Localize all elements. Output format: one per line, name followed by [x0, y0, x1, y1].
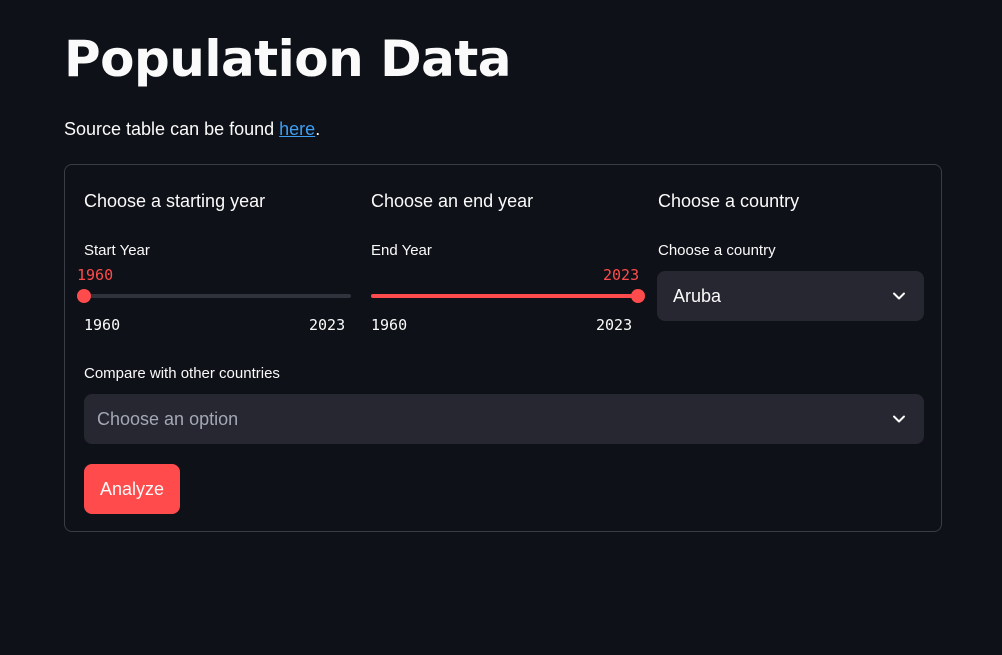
end-year-slider-track[interactable]	[371, 294, 638, 298]
compare-multiselect[interactable]: Choose an option	[84, 394, 924, 444]
source-link[interactable]: here	[279, 119, 316, 139]
start-year-slider-track[interactable]	[84, 294, 351, 298]
country-label: Choose a country	[658, 242, 776, 259]
start-year-value: 1960	[77, 266, 114, 284]
country-select-value: Aruba	[673, 286, 722, 306]
form-card	[64, 164, 942, 532]
start-year-label: Start Year	[84, 242, 150, 259]
chevron-down-icon	[893, 415, 905, 423]
analyze-button[interactable]: Analyze	[84, 464, 180, 514]
start-year-heading: Choose a starting year	[84, 191, 266, 211]
end-year-heading: Choose an end year	[371, 191, 534, 211]
country-heading: Choose a country	[658, 191, 800, 211]
compare-placeholder: Choose an option	[97, 409, 239, 429]
page-title: Population Data	[64, 30, 512, 88]
start-year-max-label: 2023	[309, 316, 346, 334]
country-select[interactable]: Aruba	[657, 271, 924, 321]
source-text: Source table can be found	[64, 119, 280, 139]
end-year-min-label: 1960	[371, 316, 408, 334]
compare-label: Compare with other countries	[84, 365, 280, 382]
end-year-label: End Year	[371, 242, 432, 259]
chevron-down-icon	[893, 292, 905, 300]
start-year-min-label: 1960	[84, 316, 121, 334]
end-year-value: 2023	[603, 266, 640, 284]
source-suffix: .	[315, 119, 321, 139]
end-year-slider-thumb[interactable]	[631, 289, 645, 303]
end-year-max-label: 2023	[596, 316, 633, 334]
start-year-slider-thumb[interactable]	[77, 289, 91, 303]
source-line: Source table can be found here.	[64, 117, 320, 141]
